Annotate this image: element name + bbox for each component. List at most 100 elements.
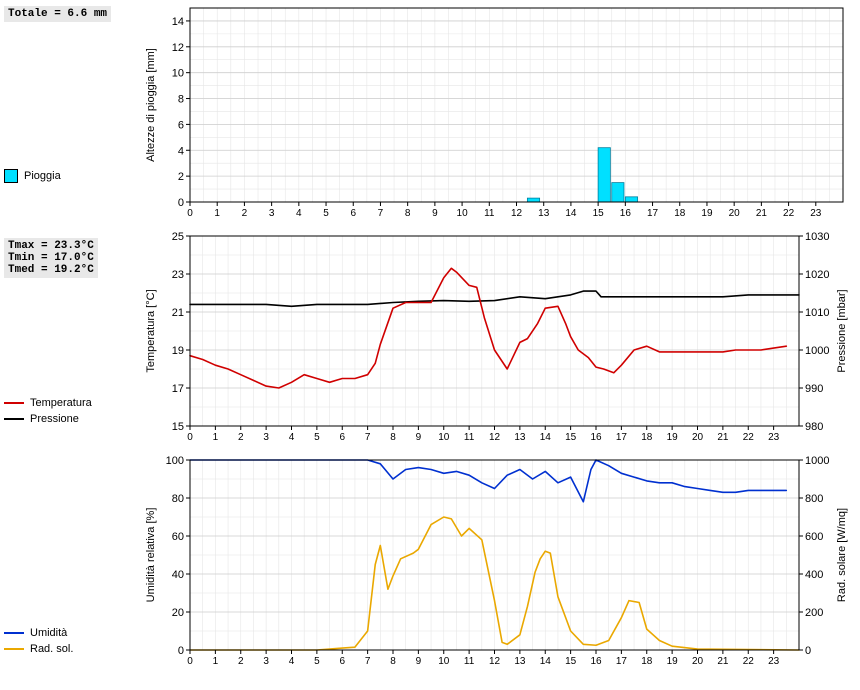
svg-text:11: 11 [464, 432, 475, 443]
svg-text:15: 15 [593, 208, 605, 219]
svg-text:21: 21 [172, 307, 184, 319]
svg-text:23: 23 [768, 656, 780, 667]
hum-swatch [4, 632, 24, 634]
svg-text:4: 4 [178, 145, 184, 157]
svg-text:9: 9 [416, 432, 422, 443]
svg-text:2: 2 [238, 432, 244, 443]
svg-text:100: 100 [166, 456, 184, 467]
svg-text:20: 20 [172, 607, 184, 619]
svg-text:9: 9 [432, 208, 438, 219]
svg-text:3: 3 [263, 432, 269, 443]
press-swatch [4, 418, 24, 420]
svg-text:6: 6 [339, 656, 345, 667]
svg-text:80: 80 [172, 493, 184, 505]
svg-text:990: 990 [805, 383, 823, 395]
svg-text:21: 21 [717, 432, 729, 443]
svg-text:4: 4 [289, 432, 295, 443]
svg-text:6: 6 [178, 119, 184, 131]
svg-text:10: 10 [457, 208, 469, 219]
svg-text:17: 17 [616, 432, 628, 443]
svg-text:12: 12 [489, 432, 501, 443]
svg-text:3: 3 [269, 208, 275, 219]
svg-text:1030: 1030 [805, 232, 829, 243]
legend-radsol: Rad. sol. [4, 643, 136, 655]
svg-text:23: 23 [768, 432, 780, 443]
svg-text:8: 8 [178, 94, 184, 106]
panel1-legend: Pioggia [4, 165, 136, 183]
svg-text:19: 19 [667, 432, 679, 443]
legend-radsol-label: Rad. sol. [30, 643, 73, 655]
svg-text:9: 9 [416, 656, 422, 667]
rain-chart: 0123456789101112131415161718192021222302… [140, 4, 855, 224]
svg-text:200: 200 [805, 607, 823, 619]
svg-text:0: 0 [178, 645, 184, 657]
panel3-legend: Umidità Rad. sol. [4, 623, 136, 655]
svg-text:11: 11 [464, 656, 475, 667]
page: Totale = 6.6 mm Pioggia Tmax = 23.3°C Tm… [0, 0, 860, 690]
svg-text:19: 19 [667, 656, 679, 667]
svg-text:Umidità relativa [%]: Umidità relativa [%] [145, 508, 157, 603]
legend-temperatura-label: Temperatura [30, 397, 92, 409]
svg-text:16: 16 [590, 656, 602, 667]
svg-text:25: 25 [172, 232, 184, 243]
svg-text:0: 0 [187, 432, 193, 443]
svg-text:20: 20 [729, 208, 741, 219]
svg-text:8: 8 [390, 656, 396, 667]
svg-text:0: 0 [178, 197, 184, 209]
svg-text:23: 23 [172, 269, 184, 281]
svg-text:11: 11 [484, 208, 495, 219]
svg-text:15: 15 [565, 432, 577, 443]
svg-text:17: 17 [647, 208, 659, 219]
svg-text:18: 18 [674, 208, 686, 219]
rain-swatch [4, 169, 18, 183]
svg-text:0: 0 [187, 656, 193, 667]
svg-text:22: 22 [783, 208, 795, 219]
svg-text:5: 5 [323, 208, 329, 219]
svg-text:3: 3 [263, 656, 269, 667]
legend-pressione: Pressione [4, 413, 136, 425]
svg-text:1000: 1000 [805, 456, 829, 467]
svg-text:10: 10 [172, 68, 184, 80]
svg-text:60: 60 [172, 531, 184, 543]
svg-text:19: 19 [701, 208, 713, 219]
svg-text:4: 4 [296, 208, 302, 219]
svg-text:12: 12 [511, 208, 523, 219]
svg-text:6: 6 [339, 432, 345, 443]
svg-text:Pressione [mbar]: Pressione [mbar] [836, 289, 848, 372]
svg-text:8: 8 [405, 208, 411, 219]
svg-text:1: 1 [213, 656, 219, 667]
svg-text:4: 4 [289, 656, 295, 667]
svg-text:21: 21 [717, 656, 729, 667]
svg-text:2: 2 [178, 171, 184, 183]
legend-pressione-label: Pressione [30, 413, 79, 425]
svg-text:5: 5 [314, 432, 320, 443]
svg-text:7: 7 [378, 208, 384, 219]
svg-text:21: 21 [756, 208, 768, 219]
temp-press-chart: 0123456789101112131415161718192021222315… [140, 232, 855, 448]
total-rain-label: Totale = 6.6 mm [4, 6, 111, 22]
svg-text:22: 22 [743, 432, 755, 443]
legend-pioggia-label: Pioggia [24, 170, 61, 182]
svg-text:2: 2 [242, 208, 248, 219]
svg-text:14: 14 [172, 16, 184, 28]
svg-text:0: 0 [805, 645, 811, 657]
svg-text:22: 22 [743, 656, 755, 667]
svg-text:1: 1 [214, 208, 220, 219]
svg-text:16: 16 [590, 432, 602, 443]
svg-text:2: 2 [238, 656, 244, 667]
panel1-total-box: Totale = 6.6 mm [4, 6, 136, 22]
svg-text:12: 12 [489, 656, 501, 667]
svg-text:980: 980 [805, 421, 823, 433]
svg-text:1020: 1020 [805, 269, 829, 281]
svg-text:18: 18 [641, 432, 653, 443]
svg-text:10: 10 [438, 432, 450, 443]
svg-text:20: 20 [692, 432, 704, 443]
svg-text:17: 17 [172, 383, 184, 395]
svg-text:1000: 1000 [805, 345, 829, 357]
rad-swatch [4, 648, 24, 650]
svg-text:12: 12 [172, 42, 184, 54]
svg-text:1010: 1010 [805, 307, 829, 319]
svg-text:13: 13 [538, 208, 550, 219]
svg-text:14: 14 [565, 208, 577, 219]
svg-text:14: 14 [540, 656, 552, 667]
